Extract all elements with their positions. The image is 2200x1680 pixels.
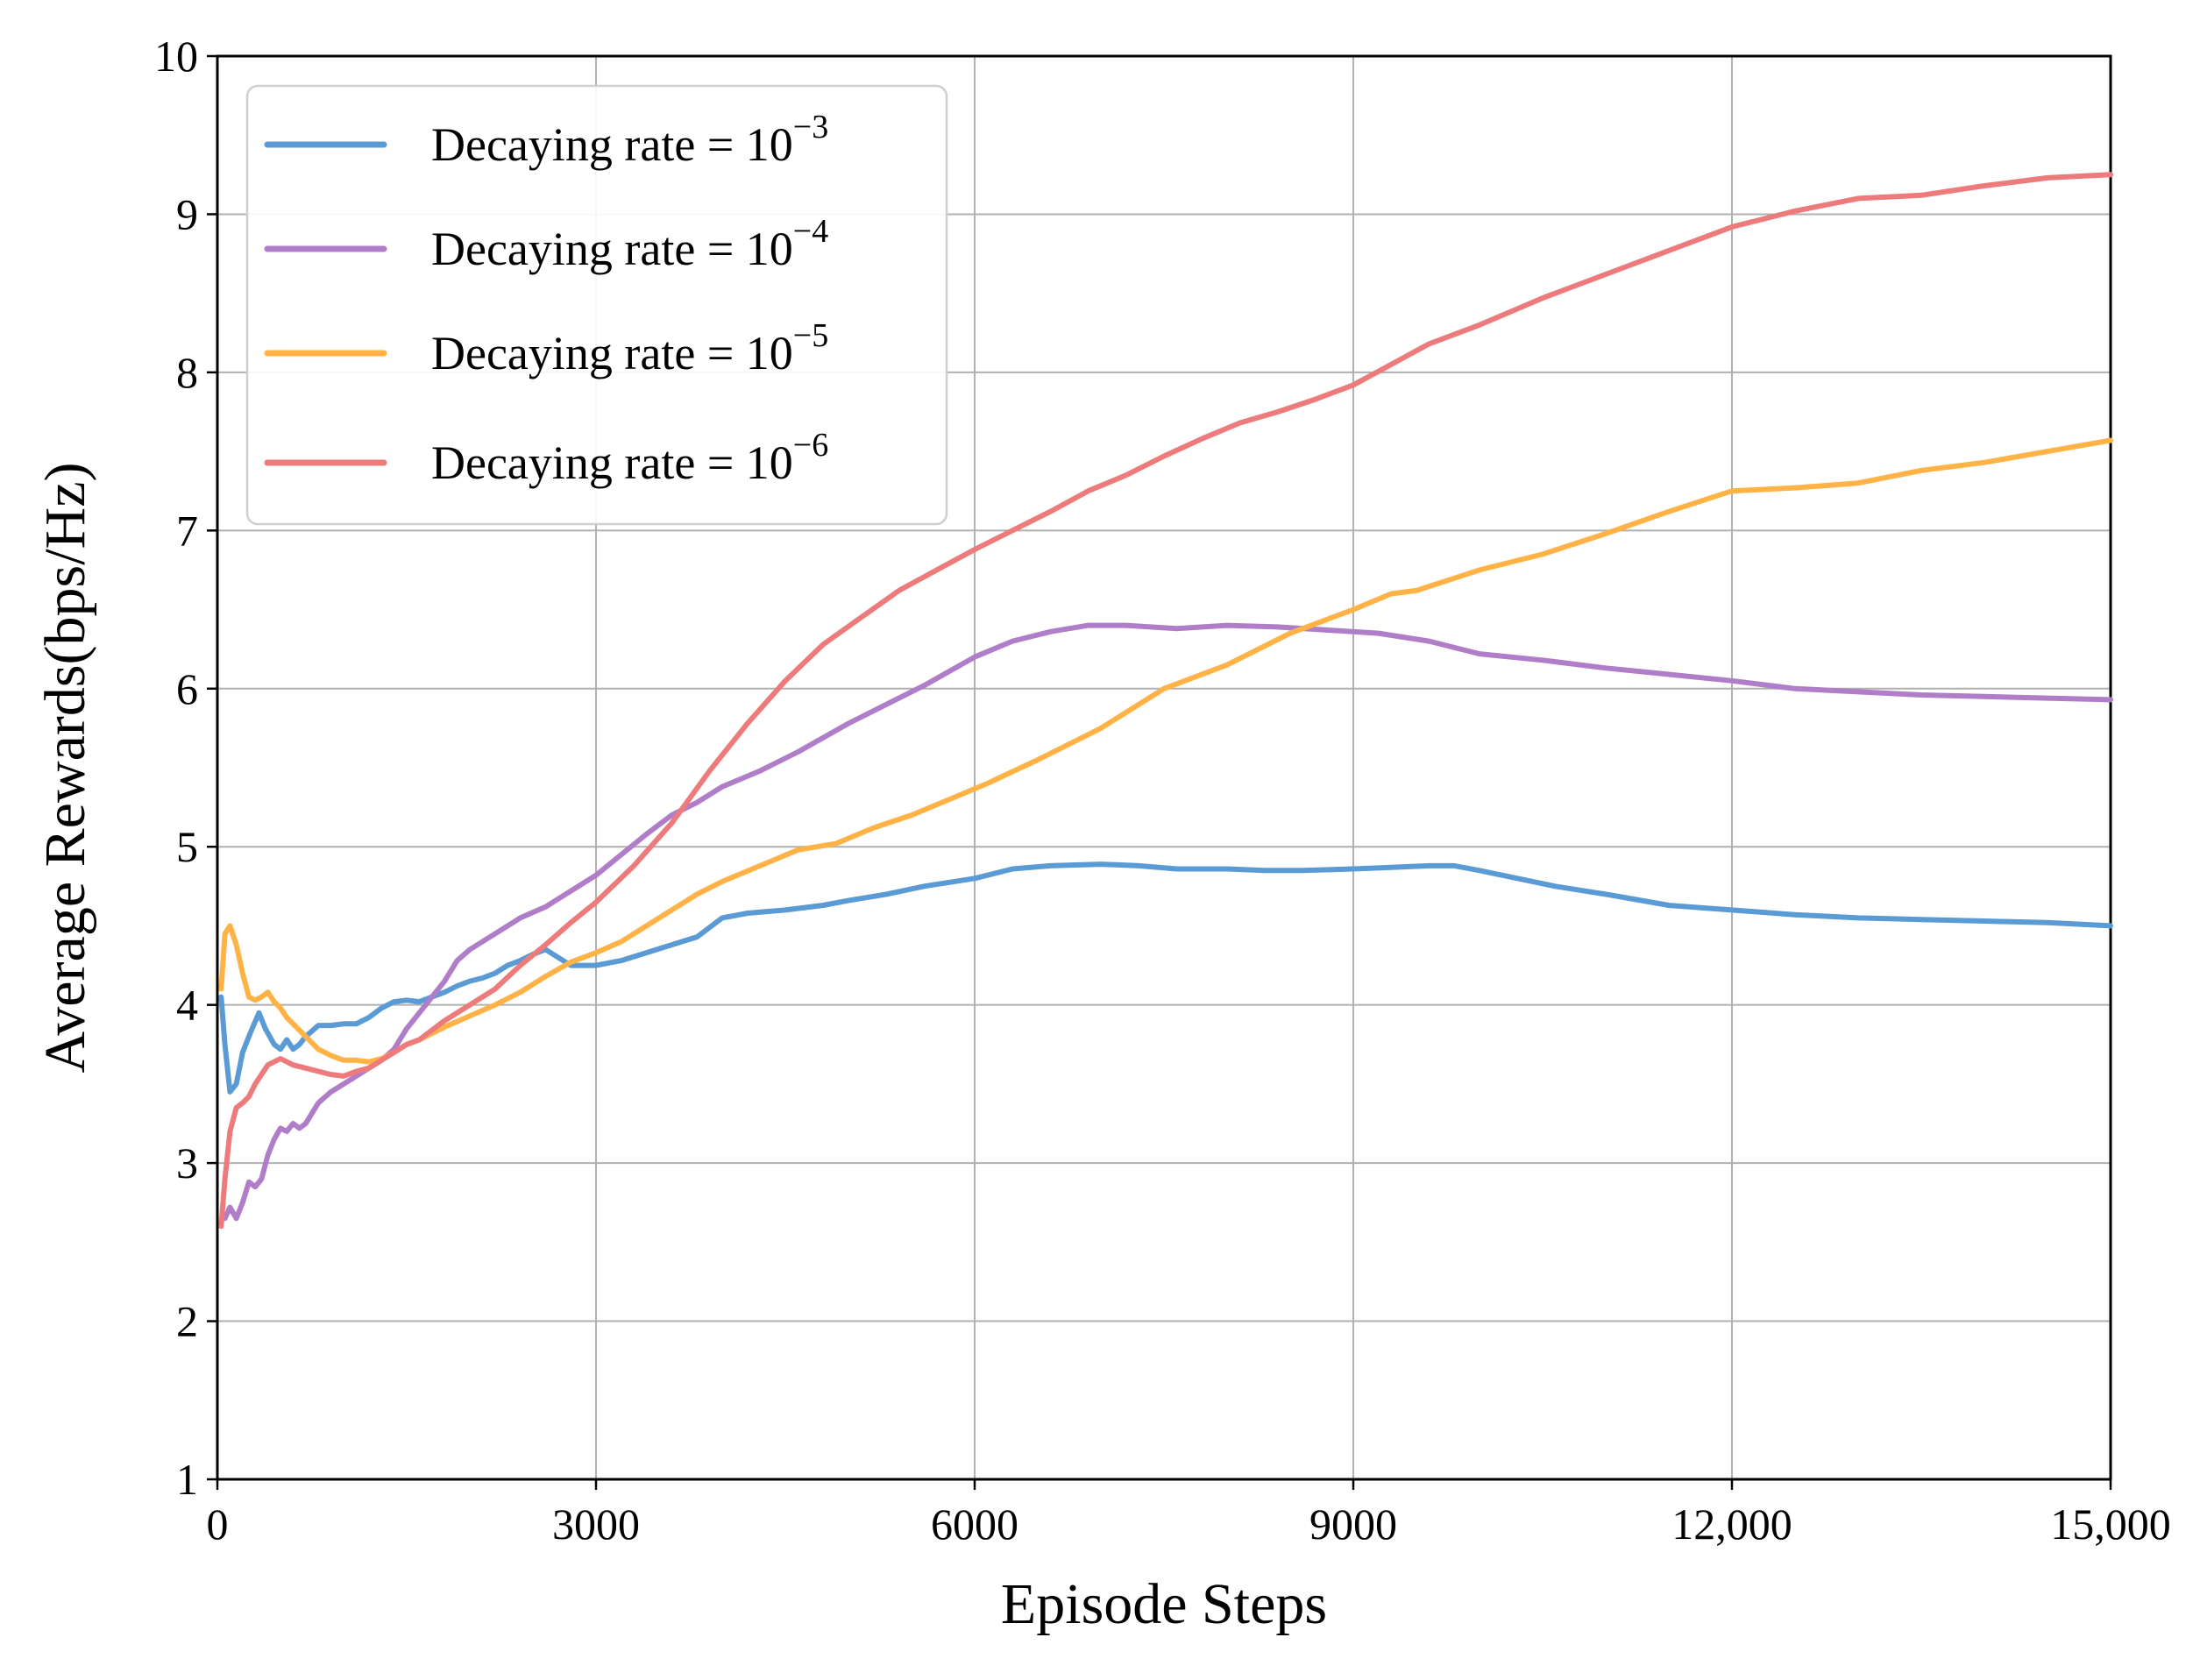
x-tick-label: 6000 bbox=[931, 1499, 1018, 1549]
x-axis-title: Episode Steps bbox=[1001, 1572, 1327, 1636]
legend-label-base: Decaying rate = 10 bbox=[431, 118, 793, 171]
legend-label-base: Decaying rate = 10 bbox=[431, 436, 793, 489]
plot-area-frame bbox=[216, 54, 2112, 1481]
legend-label-1: Decaying rate = 10−3 bbox=[431, 109, 828, 171]
legend-label-4: Decaying rate = 10−6 bbox=[431, 427, 828, 489]
y-tick-label: 5 bbox=[176, 822, 198, 871]
legend-label-exponent: −6 bbox=[793, 427, 828, 464]
y-tick-label: 2 bbox=[176, 1297, 198, 1346]
x-tick-label: 9000 bbox=[1309, 1499, 1397, 1549]
legend-label-2: Decaying rate = 10−4 bbox=[431, 213, 828, 275]
y-tick-label: 7 bbox=[176, 506, 198, 555]
legend-label-base: Decaying rate = 10 bbox=[431, 223, 793, 275]
axis-ticks: 0 3000 6000 9000 12,000 15,000 1 2 3 4 5 6 7 8 9 10 bbox=[154, 32, 2171, 1549]
legend-label-base: Decaying rate = 10 bbox=[431, 327, 793, 379]
y-tick-label: 4 bbox=[176, 981, 198, 1030]
y-tick-label: 10 bbox=[154, 32, 198, 81]
x-tick-label: 12,000 bbox=[1671, 1499, 1792, 1549]
series-lines bbox=[218, 172, 2113, 1230]
y-tick-label: 6 bbox=[176, 664, 198, 713]
series-line-4 bbox=[218, 172, 2113, 1230]
grid-lines bbox=[217, 56, 2111, 1479]
y-tick-label: 8 bbox=[176, 348, 198, 397]
y-tick-label: 9 bbox=[176, 189, 198, 238]
x-tick-label: 3000 bbox=[552, 1499, 640, 1549]
y-axis-title: Average Rewards(bps/Hz) bbox=[33, 463, 97, 1074]
legend-label-exponent: −5 bbox=[793, 317, 828, 354]
legend-label-3: Decaying rate = 10−5 bbox=[431, 317, 828, 379]
legend-label-exponent: −4 bbox=[793, 213, 828, 250]
legend-label-exponent: −3 bbox=[793, 109, 828, 145]
series-line-3 bbox=[218, 437, 2113, 1065]
series-line-2 bbox=[222, 622, 2113, 1222]
x-tick-label: 0 bbox=[207, 1499, 229, 1549]
y-tick-label: 3 bbox=[176, 1138, 198, 1187]
legend-box bbox=[245, 84, 948, 526]
x-tick-label: 15,000 bbox=[2050, 1499, 2171, 1549]
series-line-1 bbox=[218, 861, 2113, 1095]
y-tick-label: 1 bbox=[176, 1455, 198, 1504]
